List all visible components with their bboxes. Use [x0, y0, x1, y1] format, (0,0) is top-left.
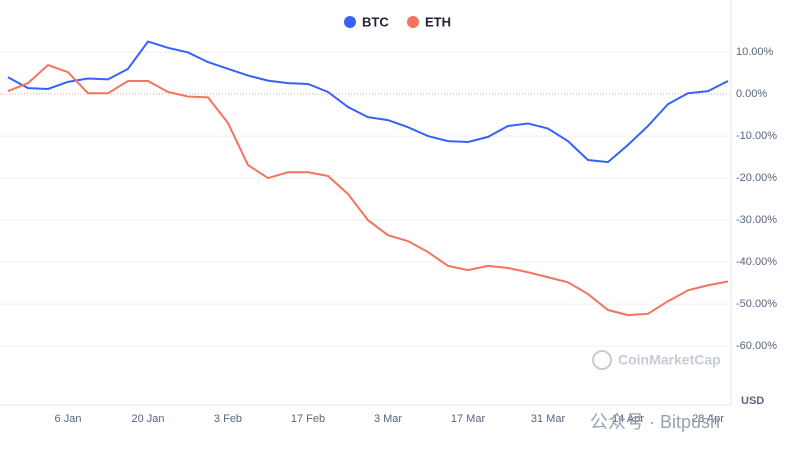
x-tick-label: 14 Apr [612, 413, 644, 425]
y-tick-label: -50.00% [736, 298, 777, 310]
legend-label[interactable]: BTC [362, 14, 389, 29]
watermark: CoinMarketCap [618, 352, 721, 368]
x-tick-label: 3 Feb [214, 413, 242, 425]
x-tick-label: 28 Apr [692, 413, 724, 425]
y-tick-label: -20.00% [736, 172, 777, 184]
watermark: 公众号 · Bitpush [590, 412, 720, 432]
series-line [7, 63, 729, 317]
legend-marker [407, 16, 419, 28]
x-tick-label: 17 Feb [291, 413, 325, 425]
y-tick-label: -30.00% [736, 214, 777, 226]
x-tick-label: 17 Mar [451, 413, 486, 425]
y-tick-label: -10.00% [736, 130, 777, 142]
y-tick-label: 0.00% [736, 88, 767, 100]
legend-marker [344, 16, 356, 28]
x-tick-label: 6 Jan [55, 413, 82, 425]
x-tick-label: 20 Jan [131, 413, 164, 425]
x-tick-label: 31 Mar [531, 413, 566, 425]
legend-label[interactable]: ETH [425, 14, 451, 29]
y-axis-unit: USD [741, 395, 764, 407]
y-tick-label: -40.00% [736, 256, 777, 268]
y-tick-label: -60.00% [736, 340, 777, 352]
watermark-logo [592, 350, 612, 370]
series-line [7, 40, 729, 164]
x-tick-label: 3 Mar [374, 413, 402, 425]
y-tick-label: 10.00% [736, 46, 774, 58]
